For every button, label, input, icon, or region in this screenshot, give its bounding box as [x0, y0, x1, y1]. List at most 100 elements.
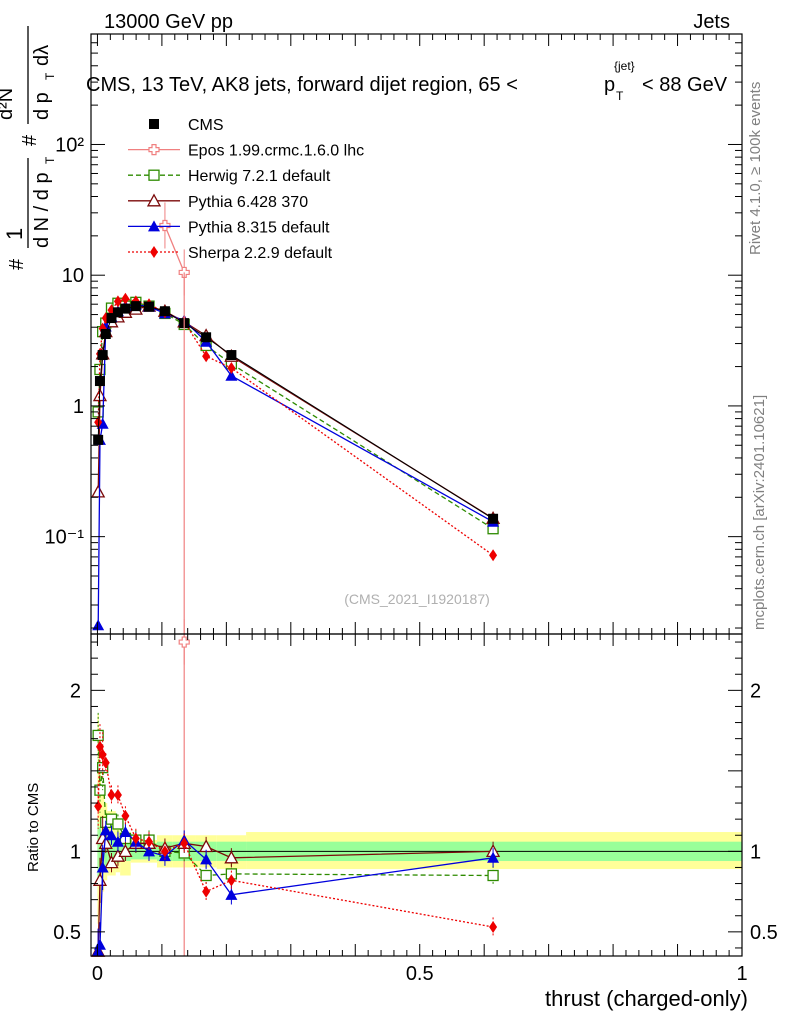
ratio-point-pythia6 — [118, 843, 133, 857]
legend-label-pythia6: Pythia 6.428 370 — [188, 194, 308, 211]
ylabel-d2n: d²N — [0, 88, 17, 120]
ratio-y-tick-label: 0.5 — [53, 922, 81, 944]
ratio-frame — [90, 633, 743, 957]
series-line-herwig — [97, 301, 494, 530]
point-cms — [112, 307, 123, 318]
ratio-point-herwig — [112, 818, 124, 830]
legend-label-pythia8: Pythia 8.315 default — [188, 219, 330, 236]
series-line-epos — [164, 225, 185, 273]
ratio-y-tick-label-right: 1 — [750, 841, 761, 863]
y-tick-label: 10⁻¹ — [45, 527, 85, 549]
title-main: CMS, 13 TeV, AK8 jets, forward dijet reg… — [86, 74, 518, 96]
point-sherpa — [227, 362, 236, 375]
category-label: Jets — [693, 11, 730, 33]
ratio-point-sherpa — [145, 835, 154, 848]
legend-marker-pythia8 — [148, 220, 160, 232]
ratio-point-sherpa — [202, 885, 211, 898]
y-tick-label: 10 — [62, 265, 84, 287]
mcplots-credit-text: mcplots.cern.ch [arXiv:2401.10621] — [751, 395, 768, 630]
title-sub-t: T — [616, 89, 624, 103]
ratio-point-sherpa — [95, 740, 104, 753]
point-cms — [130, 301, 141, 312]
ratio-band-inner — [107, 836, 116, 865]
legend-marker-epos — [148, 144, 160, 156]
legend-label-cms: CMS — [188, 117, 224, 134]
ratio-series-group — [91, 619, 501, 957]
point-cms — [106, 313, 117, 324]
legend-item-herwig: Herwig 7.2.1 default — [128, 168, 331, 185]
ratio-point-herwig — [200, 869, 212, 882]
point-sherpa — [94, 416, 103, 429]
point-pythia8 — [92, 619, 105, 631]
ratio-point-pythia6 — [104, 855, 119, 869]
ylabel-t-sub-2: T — [43, 72, 57, 80]
y-tick-label: 10² — [55, 134, 84, 156]
ratio-point-sherpa — [160, 845, 169, 858]
ylabel-dndpt: d N / d p — [31, 172, 53, 248]
ratio-ylabel: Ratio to CMS — [25, 783, 42, 872]
title-sup-jet: {jet} — [614, 59, 635, 73]
legend-item-sherpa: Sherpa 2.2.9 default — [128, 245, 333, 262]
point-cms — [201, 332, 212, 343]
point-sherpa — [121, 292, 130, 305]
ratio-point-pythia8 — [225, 888, 238, 900]
x-tick-label: 0 — [92, 963, 103, 985]
ratio-point-sherpa — [113, 789, 122, 801]
ratio-point-sherpa — [227, 874, 236, 887]
point-pythia8 — [225, 369, 238, 381]
ratio-series-sherpa — [94, 724, 498, 937]
ratio-point-sherpa — [121, 809, 130, 822]
ratio-point-sherpa — [180, 837, 189, 850]
ratio-y-tick-label: 2 — [70, 680, 81, 702]
point-pythia6 — [91, 484, 106, 498]
ylabel-dpt: d p — [31, 92, 53, 120]
point-cms — [94, 376, 105, 387]
legend-marker-sherpa — [150, 246, 158, 258]
ratio-point-pythia8 — [143, 845, 156, 857]
ratio-series-epos — [178, 619, 190, 665]
series-epos — [159, 202, 190, 296]
legend-label-herwig: Herwig 7.2.1 default — [188, 168, 331, 185]
point-cms — [100, 328, 111, 339]
point-cms — [93, 434, 104, 445]
ratio-point-pythia8 — [105, 829, 118, 841]
point-cms — [226, 350, 237, 361]
point-cms — [159, 306, 170, 317]
series-line-pythia8 — [97, 304, 494, 626]
ratio-point-herwig — [487, 869, 499, 882]
legend-item-pythia6: Pythia 6.428 370 — [128, 193, 308, 211]
ratio-uncertainty-bands — [91, 714, 742, 924]
ratio-point-pythia8 — [92, 945, 105, 957]
xaxis-label: thrust (charged-only) — [545, 986, 748, 1011]
ylabel-dlambda: dλ — [31, 45, 53, 66]
ratio-point-epos — [178, 636, 190, 648]
series-sherpa — [94, 292, 498, 562]
ratio-y-tick-label: 1 — [70, 841, 81, 863]
point-cms — [488, 513, 499, 524]
ratio-point-pythia8 — [119, 826, 132, 838]
ratio-point-sherpa — [101, 756, 110, 769]
legend-marker-pythia6 — [146, 193, 162, 207]
point-epos — [178, 266, 190, 279]
title-end: < 88 GeV — [642, 74, 728, 96]
rivet-version-text: Rivet 4.1.0, ≥ 100k events — [747, 82, 764, 255]
ratio-y-tick-label-right: 2 — [750, 680, 761, 702]
ylabel-hash-1: # — [6, 258, 28, 270]
ratio-y-tick-label-right: 0.5 — [750, 922, 778, 944]
ratio-band-inner — [97, 819, 99, 881]
chart-title: CMS, 13 TeV, AK8 jets, forward dijet reg… — [86, 59, 728, 103]
series-herwig — [92, 296, 499, 535]
ratio-point-herwig — [94, 784, 106, 796]
y-tick-label: 1 — [73, 396, 84, 418]
legend-item-pythia8: Pythia 8.315 default — [128, 219, 330, 236]
legend-item-epos: Epos 1.99.crmc.1.6.0 lhc — [128, 143, 364, 160]
series-line-sherpa — [97, 298, 494, 556]
ratio-point-pythia8 — [99, 824, 112, 836]
x-tick-label: 1 — [736, 963, 747, 985]
ratio-point-pythia8 — [487, 851, 500, 863]
ylabel-hash-2: # — [19, 134, 41, 146]
series-pythia8 — [92, 298, 500, 631]
